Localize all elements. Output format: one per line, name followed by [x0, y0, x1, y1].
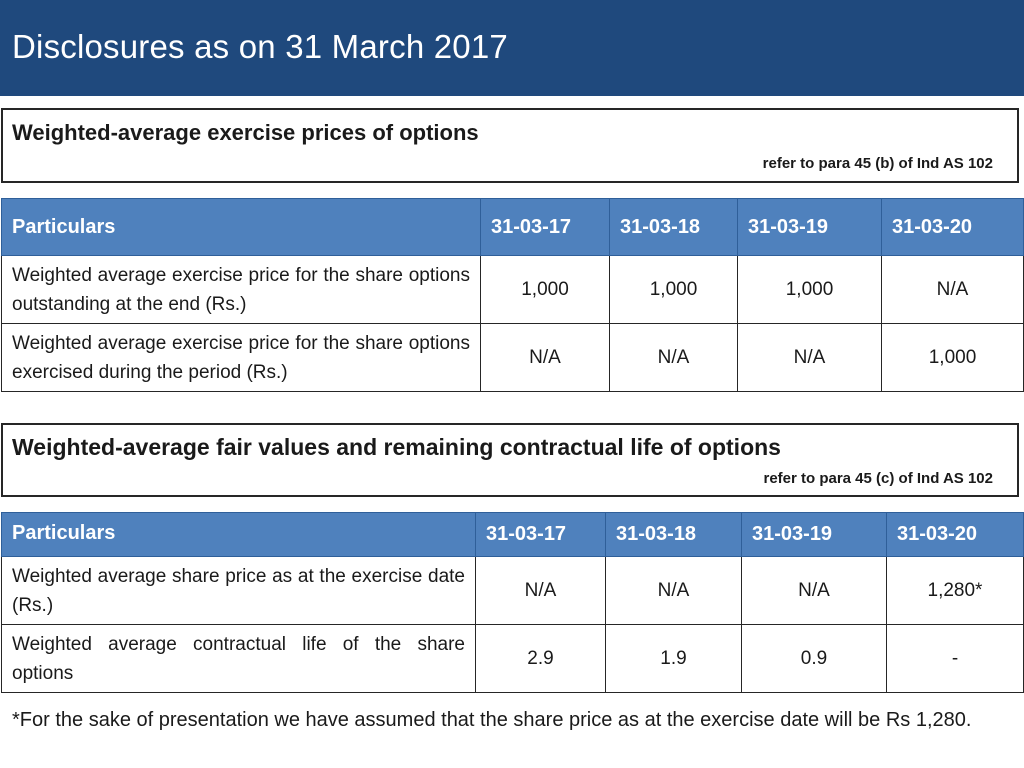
- table-cell: 1,000: [609, 255, 738, 324]
- column-header-date: 31-03-17: [475, 512, 606, 557]
- column-header-date: 31-03-17: [480, 198, 610, 256]
- fair-values-table: Particulars 31-03-17 31-03-18 31-03-19 3…: [1, 512, 1024, 693]
- table-cell: N/A: [605, 556, 742, 625]
- table-cell: N/A: [480, 323, 610, 392]
- column-header-particulars: Particulars: [1, 512, 476, 557]
- table-cell: N/A: [741, 556, 887, 625]
- column-header-date: 31-03-20: [886, 512, 1024, 557]
- section-reference: refer to para 45 (b) of Ind AS 102: [762, 155, 993, 172]
- column-header-date: 31-03-19: [737, 198, 882, 256]
- row-label: Weighted average contractual life of the…: [1, 624, 476, 693]
- title-bar: Disclosures as on 31 March 2017: [0, 0, 1024, 96]
- row-label: Weighted average exercise price for the …: [1, 323, 481, 392]
- column-header-particulars: Particulars: [1, 198, 481, 256]
- table-cell: 2.9: [475, 624, 606, 693]
- table-cell: N/A: [881, 255, 1024, 324]
- table-row: Weighted average contractual life of the…: [1, 624, 1024, 693]
- table-cell: N/A: [475, 556, 606, 625]
- table-cell: 0.9: [741, 624, 887, 693]
- row-label: Weighted average share price as at the e…: [1, 556, 476, 625]
- section-reference: refer to para 45 (c) of Ind AS 102: [763, 470, 993, 487]
- exercise-prices-table: Particulars 31-03-17 31-03-18 31-03-19 3…: [1, 198, 1024, 392]
- column-header-date: 31-03-18: [609, 198, 738, 256]
- table-cell: -: [886, 624, 1024, 693]
- section-header-fair-values: Weighted-average fair values and remaini…: [1, 423, 1019, 497]
- row-label: Weighted average exercise price for the …: [1, 255, 481, 324]
- table-cell: 1,000: [480, 255, 610, 324]
- table-row: Weighted average exercise price for the …: [1, 255, 1024, 324]
- column-header-date: 31-03-19: [741, 512, 887, 557]
- table-cell: N/A: [737, 323, 882, 392]
- table-cell: 1,280*: [886, 556, 1024, 625]
- table-header-row: Particulars 31-03-17 31-03-18 31-03-19 3…: [1, 198, 1024, 256]
- table-cell: N/A: [609, 323, 738, 392]
- section-header-exercise-prices: Weighted-average exercise prices of opti…: [1, 108, 1019, 183]
- table-row: Weighted average exercise price for the …: [1, 323, 1024, 392]
- page-title: Disclosures as on 31 March 2017: [12, 28, 508, 65]
- footnote: *For the sake of presentation we have as…: [12, 709, 972, 731]
- table-cell: 1,000: [737, 255, 882, 324]
- section-heading: Weighted-average exercise prices of opti…: [12, 120, 479, 145]
- column-header-date: 31-03-18: [605, 512, 742, 557]
- column-header-date: 31-03-20: [881, 198, 1024, 256]
- table-cell: 1.9: [605, 624, 742, 693]
- table-header-row: Particulars 31-03-17 31-03-18 31-03-19 3…: [1, 512, 1024, 557]
- table-cell: 1,000: [881, 323, 1024, 392]
- table-row: Weighted average share price as at the e…: [1, 556, 1024, 625]
- section-heading: Weighted-average fair values and remaini…: [12, 434, 781, 460]
